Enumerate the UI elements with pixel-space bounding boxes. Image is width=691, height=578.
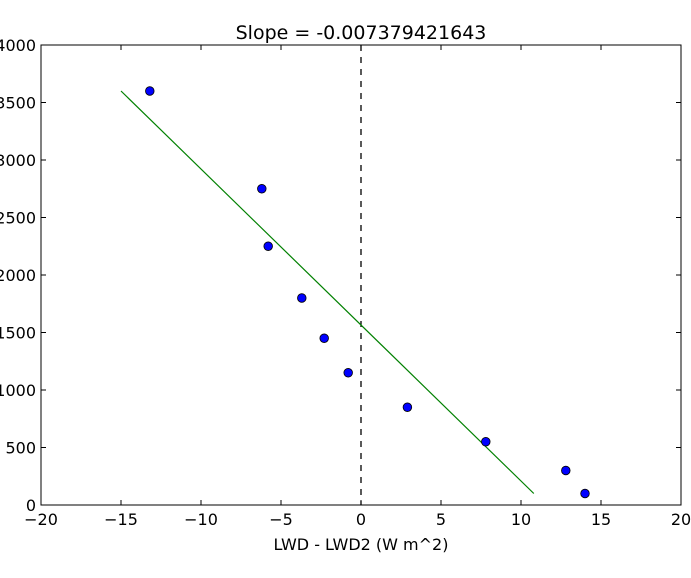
y-tick-label: 500 — [5, 439, 36, 458]
data-point — [481, 437, 491, 447]
x-tick-label: −20 — [24, 510, 58, 529]
data-point — [257, 184, 267, 194]
x-tick-label: 20 — [671, 510, 691, 529]
x-tick-label: 5 — [436, 510, 446, 529]
data-point — [145, 86, 155, 96]
y-tick-label: 1500 — [0, 324, 36, 343]
axis-ticks: −20 −15 −10 −5 0 5 10 15 20 0 500 1000 1500 2000 2500 3… — [0, 36, 691, 529]
data-point — [402, 402, 413, 412]
y-tick-label: 0 — [26, 496, 36, 515]
y-tick-label: 2000 — [0, 266, 36, 285]
chart-title: Slope = -0.007379421643 — [236, 22, 487, 44]
data-point — [263, 241, 273, 251]
y-tick-label: 2500 — [0, 209, 36, 228]
data-point — [343, 368, 353, 378]
y-tick-label: 3000 — [0, 151, 36, 170]
data-point — [580, 488, 590, 499]
y-tick-label: 4000 — [0, 36, 36, 55]
x-tick-label: 15 — [591, 510, 611, 529]
y-tick-label: 3500 — [0, 94, 36, 113]
x-tick-label: −15 — [104, 510, 138, 529]
x-tick-label: −10 — [184, 510, 218, 529]
data-point — [319, 333, 329, 343]
data-point — [297, 293, 307, 303]
y-tick-label: 1000 — [0, 381, 36, 400]
data-point — [561, 465, 571, 476]
x-tick-label: −5 — [269, 510, 293, 529]
x-axis-label: LWD - LWD2 (W m^2) — [274, 535, 449, 554]
x-tick-label: 0 — [356, 510, 366, 529]
x-tick-label: 10 — [511, 510, 531, 529]
fit-line — [120, 90, 535, 494]
plot-marks — [120, 45, 590, 505]
